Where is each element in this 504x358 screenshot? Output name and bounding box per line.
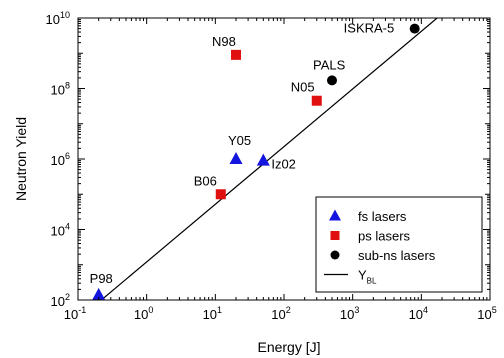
legend-entry: fs lasers — [329, 209, 407, 224]
x-tick-exp: 1 — [217, 305, 222, 315]
legend-marker — [330, 231, 340, 240]
y-tick-base: 10 — [51, 224, 65, 239]
point-label: N05 — [291, 80, 315, 95]
x-tick-label: 102 — [271, 305, 290, 322]
data-point — [409, 23, 420, 34]
x-axis-label: Energy [J] — [257, 339, 320, 355]
x-tick-exp: 0 — [148, 305, 153, 315]
legend-label: sub-ns lasers — [358, 248, 436, 263]
data-point — [311, 95, 322, 106]
y-tick-label: 102 — [51, 292, 70, 309]
x-tick-label: 100 — [134, 305, 153, 322]
x-tick-label: 101 — [203, 305, 222, 322]
data-point — [326, 75, 337, 86]
x-tick-exp: 4 — [423, 305, 428, 315]
legend-line-sub: BL — [367, 277, 377, 286]
y-tick-base: 10 — [51, 83, 65, 98]
legend-marker — [330, 250, 340, 260]
legend: fs lasers ps lasers sub-ns lasers YBL — [315, 196, 483, 293]
point-label: PALS — [313, 57, 346, 72]
legend-marker — [329, 209, 341, 221]
series-ps-lasers: B06 N98 N05 — [194, 34, 322, 200]
y-tick-base: 10 — [51, 294, 65, 309]
x-tick-base: 10 — [477, 307, 491, 322]
legend-entry: YBL — [324, 268, 377, 286]
x-tick-base: 10 — [271, 307, 285, 322]
x-tick-label: 103 — [340, 305, 359, 322]
y-tick-label: 1010 — [46, 10, 70, 27]
y-tick-exp: 4 — [65, 222, 70, 232]
x-tick-exp: -1 — [78, 305, 86, 315]
point-label: P98 — [90, 271, 113, 286]
x-tick-exp: 5 — [492, 305, 497, 315]
y-tick-exp: 10 — [60, 10, 70, 20]
x-tick-base: 10 — [340, 307, 354, 322]
legend-box — [315, 196, 483, 293]
y-tick-label: 106 — [51, 151, 70, 168]
point-label: B06 — [194, 173, 217, 188]
axis-labels: Energy [J] Neutron Yield — [13, 117, 321, 355]
data-point — [229, 152, 243, 164]
y-tick-base: 10 — [46, 12, 60, 27]
x-tick-label: 104 — [409, 305, 428, 322]
y-tick-exp: 2 — [65, 292, 70, 302]
y-axis-label: Neutron Yield — [13, 117, 29, 201]
legend-label: YBL — [358, 268, 377, 286]
legend-line-name: Y — [358, 268, 367, 283]
x-tick-label: 10-1 — [64, 305, 86, 322]
x-tick-exp: 3 — [354, 305, 359, 315]
y-tick-label: 108 — [51, 81, 70, 98]
legend-label: fs lasers — [358, 209, 407, 224]
y-tick-label: 104 — [51, 222, 70, 239]
y-tick-exp: 8 — [65, 81, 70, 91]
x-tick-base: 10 — [203, 307, 217, 322]
point-label: ISKRA-5 — [344, 21, 395, 36]
x-tick-base: 10 — [409, 307, 423, 322]
legend-label: ps lasers — [358, 229, 411, 244]
legend-entry: sub-ns lasers — [330, 248, 436, 263]
x-tick-exp: 2 — [286, 305, 291, 315]
x-tick-base: 10 — [134, 307, 148, 322]
plot-area: P98 Y05 Iz02 B06 N98 N05 PALS ISKRA-5 — [90, 18, 438, 300]
data-point — [92, 287, 106, 300]
data-point — [215, 189, 226, 200]
x-tick-base: 10 — [64, 307, 78, 322]
series-sub-ns-lasers: PALS ISKRA-5 — [313, 21, 420, 86]
y-tick-exp: 6 — [65, 151, 70, 161]
point-label: Iz02 — [271, 157, 296, 172]
x-tick-label: 105 — [477, 305, 496, 322]
y-tick-base: 10 — [51, 153, 65, 168]
point-label: Y05 — [228, 133, 251, 148]
data-point — [256, 153, 270, 166]
data-point — [231, 49, 242, 60]
point-label: N98 — [212, 34, 236, 49]
series-fs-lasers: P98 Y05 Iz02 — [90, 133, 296, 300]
legend-entry: ps lasers — [330, 229, 411, 244]
